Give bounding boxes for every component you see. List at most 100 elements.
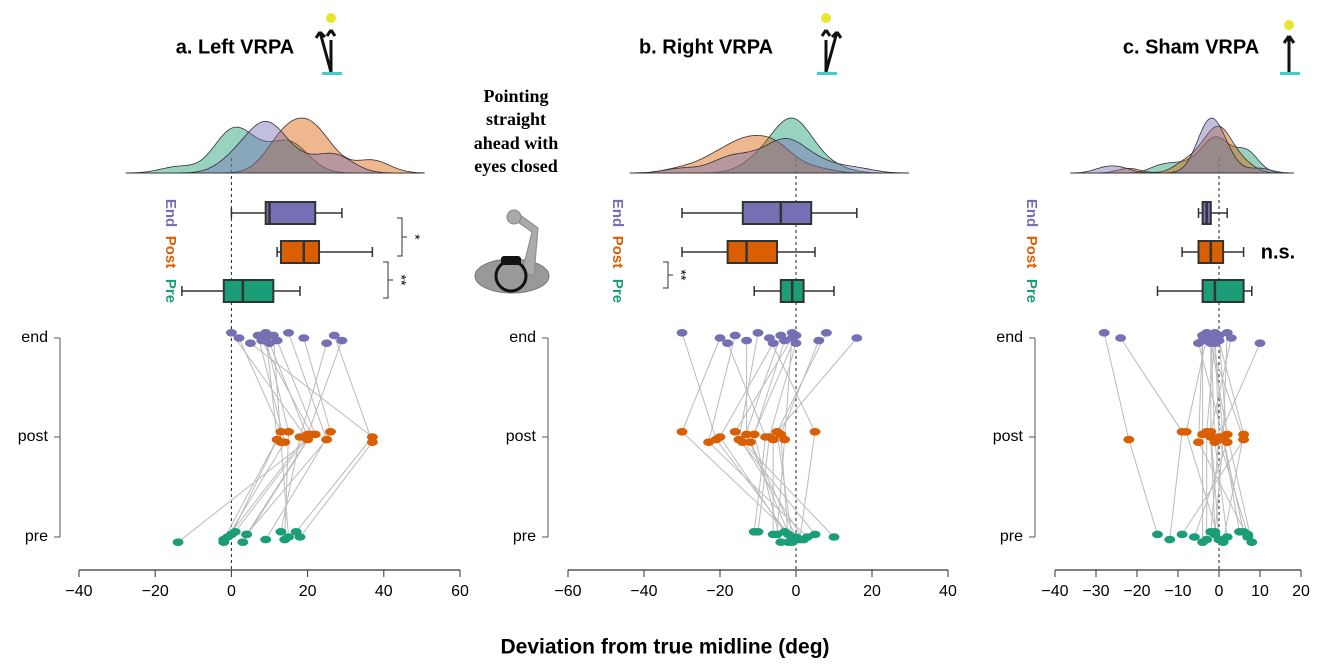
significance: ** — [673, 270, 689, 281]
point — [321, 435, 333, 444]
point — [813, 336, 825, 345]
pair-line — [1103, 332, 1130, 440]
point — [752, 329, 764, 337]
y-tick-label: pre — [25, 528, 48, 545]
pair-line — [242, 434, 312, 543]
point — [851, 334, 863, 342]
density — [629, 138, 910, 174]
pair-line — [1214, 439, 1224, 535]
point — [229, 528, 241, 536]
density — [701, 117, 887, 174]
point — [775, 538, 787, 546]
box — [1201, 279, 1245, 303]
note-line: Pointing — [483, 86, 548, 106]
pair-line — [1218, 340, 1245, 435]
density — [224, 117, 425, 174]
point — [283, 329, 295, 337]
x-tick-label: −60 — [554, 583, 581, 600]
x-tick-label: 0 — [227, 583, 236, 600]
pair-line — [1222, 436, 1245, 532]
point — [741, 336, 753, 345]
panel-title: c. Sham VRPA — [1123, 36, 1259, 58]
point — [714, 334, 726, 342]
pair-line — [1169, 431, 1183, 540]
bracket — [663, 261, 673, 289]
bracket — [397, 217, 407, 257]
pair-line — [776, 337, 858, 433]
pair-line — [1210, 337, 1232, 432]
pair-line — [715, 439, 789, 535]
pair-line — [1206, 337, 1216, 432]
pair-line — [1226, 434, 1253, 543]
point — [1123, 435, 1135, 444]
point — [809, 530, 821, 539]
x-axis-label: Deviation from true midline (deg) — [500, 636, 829, 659]
pair-line — [1214, 343, 1224, 438]
pair-line — [272, 335, 282, 443]
pair-line — [333, 335, 373, 443]
pair-line — [681, 431, 797, 540]
pair-line — [734, 337, 793, 433]
x-tick-label: −40 — [65, 583, 92, 600]
pair-line — [1198, 335, 1204, 443]
point — [294, 533, 306, 541]
y-tick-label: post — [18, 428, 49, 445]
pair-line — [295, 436, 373, 533]
x-tick-label: −20 — [706, 583, 733, 600]
density — [629, 134, 868, 174]
density — [178, 120, 395, 174]
pair-line — [776, 431, 793, 540]
y-tick-label: end — [996, 329, 1023, 346]
pair-line — [708, 335, 736, 443]
point — [244, 339, 256, 348]
density — [1123, 136, 1286, 174]
legend-label: Post — [162, 236, 179, 269]
pair-line — [780, 340, 820, 435]
y-tick-label: pre — [1000, 528, 1023, 545]
x-tick-label: −20 — [1123, 583, 1150, 600]
legend-label: Pre — [162, 279, 179, 303]
pair-line — [753, 434, 782, 543]
pair-line — [1198, 441, 1249, 538]
point — [298, 334, 310, 342]
x-tick-label: 60 — [451, 583, 469, 600]
pair-line — [1120, 337, 1183, 433]
x-tick-label: 10 — [1251, 583, 1269, 600]
pair-line — [1222, 332, 1228, 440]
point — [1180, 428, 1192, 436]
point — [809, 428, 821, 436]
point — [1213, 433, 1225, 441]
significance: ** — [393, 275, 409, 286]
pair-line — [708, 441, 808, 538]
pair-line — [288, 332, 328, 440]
x-tick-label: 40 — [375, 583, 393, 600]
point — [275, 528, 287, 536]
x-tick-label: 20 — [299, 583, 317, 600]
point — [729, 428, 741, 436]
x-tick-label: 40 — [939, 583, 957, 600]
point — [1213, 535, 1225, 544]
point — [366, 433, 378, 441]
point — [1193, 438, 1204, 447]
pair-line — [234, 436, 308, 533]
y-tick-label: pre — [513, 528, 536, 545]
legend-label: End — [1023, 199, 1040, 227]
pair-line — [768, 343, 797, 438]
pair-line — [280, 436, 301, 532]
legend-label: End — [162, 199, 179, 227]
density — [1094, 125, 1278, 174]
point — [771, 428, 783, 436]
point — [676, 428, 688, 436]
pair-line — [238, 337, 282, 433]
y-tick-label: post — [993, 428, 1024, 445]
point — [722, 339, 734, 348]
point — [275, 428, 287, 436]
point — [1213, 331, 1225, 340]
point — [790, 339, 802, 348]
pair-line — [307, 340, 343, 435]
point — [748, 430, 760, 439]
bracket — [383, 261, 393, 299]
point — [767, 435, 779, 444]
